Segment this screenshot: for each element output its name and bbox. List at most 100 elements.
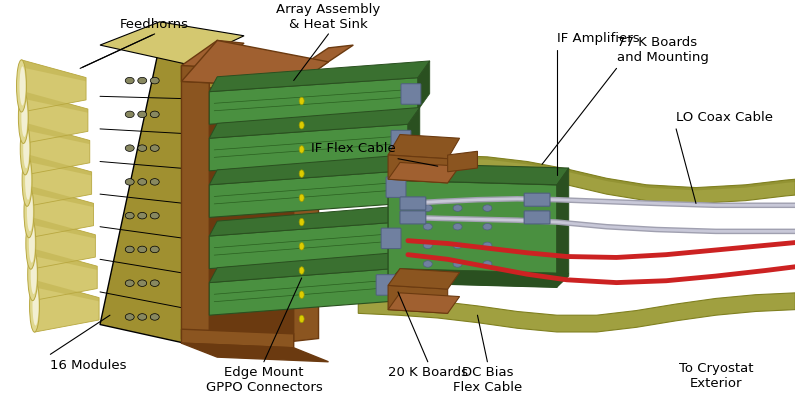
Polygon shape <box>557 168 569 287</box>
Ellipse shape <box>403 198 423 209</box>
Ellipse shape <box>453 261 462 267</box>
Ellipse shape <box>138 179 146 185</box>
Polygon shape <box>358 293 795 332</box>
Polygon shape <box>182 65 294 87</box>
Ellipse shape <box>299 121 304 129</box>
Ellipse shape <box>150 77 159 84</box>
Polygon shape <box>34 280 99 301</box>
Polygon shape <box>26 123 90 144</box>
Ellipse shape <box>30 255 37 294</box>
Polygon shape <box>388 269 569 287</box>
Ellipse shape <box>150 212 159 219</box>
FancyBboxPatch shape <box>391 130 411 151</box>
Ellipse shape <box>299 243 304 250</box>
Polygon shape <box>210 171 403 217</box>
Polygon shape <box>408 107 420 157</box>
Ellipse shape <box>299 170 304 177</box>
Polygon shape <box>210 107 420 138</box>
Ellipse shape <box>18 91 28 144</box>
Ellipse shape <box>299 315 304 323</box>
Ellipse shape <box>150 280 159 286</box>
Ellipse shape <box>30 280 39 332</box>
Polygon shape <box>26 123 90 175</box>
Polygon shape <box>393 252 405 301</box>
Polygon shape <box>29 186 94 207</box>
Polygon shape <box>182 343 329 362</box>
Polygon shape <box>23 91 88 144</box>
Polygon shape <box>418 61 430 110</box>
FancyBboxPatch shape <box>524 211 550 224</box>
Ellipse shape <box>150 179 159 185</box>
Polygon shape <box>182 329 294 348</box>
Text: To Cryostat
Exterior: To Cryostat Exterior <box>678 362 753 390</box>
Polygon shape <box>210 124 408 171</box>
Polygon shape <box>33 249 98 270</box>
Ellipse shape <box>483 223 492 230</box>
Ellipse shape <box>423 242 432 249</box>
Ellipse shape <box>299 194 304 201</box>
Ellipse shape <box>33 286 38 326</box>
Ellipse shape <box>138 145 146 151</box>
FancyBboxPatch shape <box>381 228 401 249</box>
Polygon shape <box>388 180 557 287</box>
Ellipse shape <box>423 205 432 211</box>
Polygon shape <box>27 154 92 206</box>
Text: 16 Modules: 16 Modules <box>50 359 127 372</box>
Ellipse shape <box>299 97 304 105</box>
Polygon shape <box>388 162 459 183</box>
Ellipse shape <box>126 280 134 286</box>
Ellipse shape <box>299 218 304 226</box>
Polygon shape <box>27 154 92 176</box>
Ellipse shape <box>126 77 134 84</box>
Polygon shape <box>388 163 569 185</box>
Polygon shape <box>182 65 210 341</box>
Text: IF Flex Cable: IF Flex Cable <box>311 142 396 155</box>
Polygon shape <box>388 269 459 289</box>
Ellipse shape <box>423 261 432 267</box>
Text: 20 K Boards: 20 K Boards <box>388 366 468 379</box>
Ellipse shape <box>22 154 32 206</box>
Polygon shape <box>388 293 459 313</box>
Polygon shape <box>100 22 244 64</box>
Ellipse shape <box>25 161 31 200</box>
Polygon shape <box>388 155 448 183</box>
FancyBboxPatch shape <box>400 211 426 224</box>
Ellipse shape <box>483 205 492 211</box>
Ellipse shape <box>26 217 36 269</box>
Polygon shape <box>182 40 329 87</box>
Ellipse shape <box>423 223 432 230</box>
Polygon shape <box>210 252 405 282</box>
Ellipse shape <box>29 223 34 263</box>
Polygon shape <box>182 40 244 68</box>
Polygon shape <box>403 154 415 203</box>
Ellipse shape <box>453 223 462 230</box>
Polygon shape <box>22 60 86 81</box>
Ellipse shape <box>403 212 423 223</box>
Ellipse shape <box>150 111 159 118</box>
Text: Edge Mount
GPPO Connectors: Edge Mount GPPO Connectors <box>206 366 322 395</box>
Ellipse shape <box>138 280 146 286</box>
FancyBboxPatch shape <box>400 197 426 210</box>
Text: LO Coax Cable: LO Coax Cable <box>676 111 773 124</box>
Polygon shape <box>210 269 393 315</box>
Polygon shape <box>448 151 478 172</box>
Ellipse shape <box>299 267 304 274</box>
Polygon shape <box>388 134 459 159</box>
Ellipse shape <box>126 145 134 151</box>
Polygon shape <box>22 60 86 112</box>
Polygon shape <box>33 249 98 301</box>
Ellipse shape <box>138 111 146 118</box>
Polygon shape <box>294 68 318 341</box>
Polygon shape <box>29 186 94 238</box>
Ellipse shape <box>299 146 304 153</box>
Ellipse shape <box>453 205 462 211</box>
Ellipse shape <box>17 60 26 112</box>
Ellipse shape <box>28 249 38 301</box>
Ellipse shape <box>138 212 146 219</box>
Polygon shape <box>31 217 95 239</box>
Polygon shape <box>294 45 354 71</box>
Ellipse shape <box>150 145 159 151</box>
Ellipse shape <box>138 246 146 253</box>
Ellipse shape <box>20 123 30 175</box>
Text: Array Assembly
& Heat Sink: Array Assembly & Heat Sink <box>276 3 381 31</box>
